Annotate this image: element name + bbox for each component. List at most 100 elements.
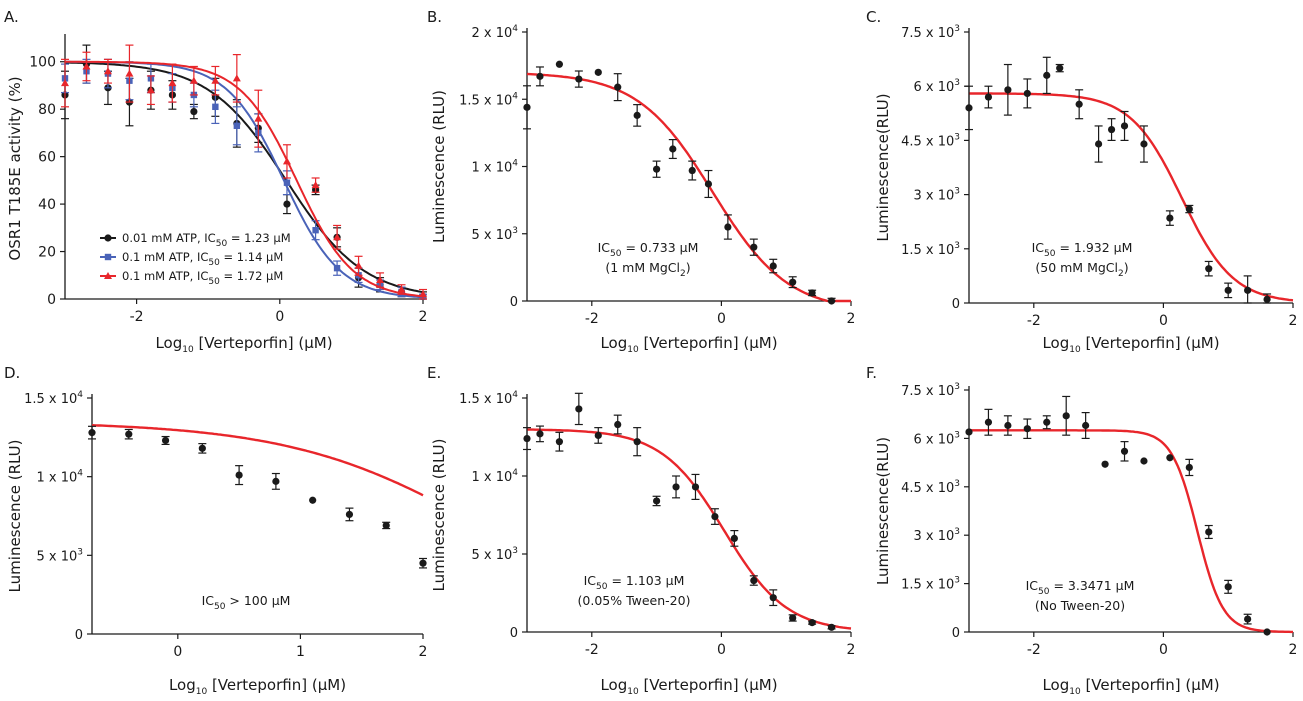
x-axis-title-main: Log: [155, 334, 182, 352]
x-tick-label: -2: [1027, 313, 1041, 329]
legend-label-sub: 50: [208, 258, 220, 268]
y-tick-label: 40: [38, 197, 56, 213]
data-point: [1043, 71, 1051, 79]
x-axis-title-sub: 10: [627, 687, 639, 697]
data-point: [827, 623, 836, 631]
data-point: [536, 430, 544, 438]
x-axis-title-main: Log: [600, 676, 627, 694]
x-axis-title-main: Log: [1042, 676, 1069, 694]
y-tick-label: 1.5 x 103: [901, 241, 960, 258]
legend-marker: [104, 253, 112, 261]
x-tick-label: 2: [1289, 313, 1298, 329]
ic50-annotation: IC50 = 1.932 μM: [1032, 240, 1133, 259]
y-tick-label-main: 1.5 x 10: [901, 578, 954, 593]
data-point: [523, 434, 531, 443]
y-tick-label-sup: 4: [512, 24, 518, 34]
data-point: [653, 165, 661, 173]
y-tick-label: 6 x 103: [913, 78, 960, 95]
y-tick-label: 80: [38, 102, 56, 118]
data-point: [750, 576, 758, 585]
x-axis-title-sub: 10: [1069, 687, 1081, 697]
data-point: [419, 290, 427, 298]
y-tick-label-main: 0: [510, 295, 518, 310]
ic50-annotation-sub: 50: [1044, 249, 1056, 259]
y-tick-label: 7.5 x 103: [901, 382, 960, 399]
y-tick-label: 2 x 104: [471, 24, 518, 41]
x-axis-title: Log10 [Verteporfin] (μM): [1042, 676, 1219, 697]
legend-label-main: 0.1 mM ATP, IC: [122, 269, 208, 283]
x-tick-label: 0: [1159, 642, 1168, 658]
y-tick-label-sup: 3: [954, 430, 960, 440]
x-axis-title-main: Log: [1042, 334, 1069, 352]
x-tick-label: -2: [130, 309, 144, 325]
data-point: [168, 79, 177, 87]
data-point: [730, 534, 738, 543]
ic50-annotation: IC50 > 100 μM: [202, 593, 291, 612]
y-tick-label-main: 1 x 10: [471, 470, 512, 485]
data-point: [345, 510, 354, 519]
fit-curve: [65, 60, 424, 298]
x-axis-title-sub: 10: [196, 687, 208, 697]
data-point: [161, 436, 170, 445]
y-tick-label-sup: 3: [954, 78, 960, 88]
data-point: [1140, 140, 1148, 148]
data-point: [711, 512, 719, 521]
x-axis-title: Log10 [Verteporfin] (μM): [600, 334, 777, 355]
y-tick-label: 0: [75, 628, 83, 643]
ic50-annotation: (50 mM MgCl2): [1035, 260, 1128, 279]
y-tick-label-main: 0: [510, 626, 518, 641]
y-tick-label-sup: 4: [512, 468, 518, 478]
y-tick-label-sup: 4: [512, 159, 518, 169]
x-tick-label: 0: [717, 642, 726, 658]
ic50-annotation-rest: = 0.733 μM: [621, 240, 698, 255]
data-point: [88, 429, 96, 437]
data-point: [1043, 418, 1051, 426]
ic50-annotation-rest: = 1.932 μM: [1055, 240, 1132, 255]
x-tick-label: -2: [585, 311, 599, 327]
data-point: [198, 444, 206, 452]
data-point: [1004, 421, 1012, 430]
data-point: [1244, 286, 1252, 294]
data-point: [1004, 86, 1012, 94]
data-point: [669, 145, 677, 153]
data-point: [1023, 425, 1031, 433]
x-axis-title-rest: [Verteporfin] (μM): [639, 676, 778, 694]
legend-label-sub: 50: [216, 239, 228, 249]
data-point: [984, 418, 993, 426]
y-tick-label: 0: [510, 295, 518, 310]
data-point: [232, 74, 241, 82]
ic50-annotation-sub: 50: [610, 249, 622, 259]
data-point: [633, 438, 641, 446]
y-tick-label-sup: 4: [512, 390, 518, 400]
y-tick-label: 3 x 103: [913, 527, 960, 544]
data-point: [575, 75, 583, 83]
ic50-annotation-main: IC: [202, 593, 215, 608]
y-tick-label-main: 2 x 10: [471, 26, 512, 41]
ic50-annotation-main: IC: [598, 240, 611, 255]
x-axis-title: Log10 [Verteporfin] (μM): [600, 676, 777, 697]
data-point: [555, 60, 564, 68]
y-tick-label-main: 1 x 10: [36, 471, 77, 486]
y-tick-label-sup: 4: [512, 91, 518, 101]
data-point: [555, 438, 564, 446]
legend-marker: [104, 234, 112, 242]
y-tick-label-main: 3 x 10: [913, 189, 954, 204]
data-point: [103, 67, 112, 75]
x-tick-label: 2: [847, 311, 856, 327]
y-tick-label: 5 x 103: [471, 546, 518, 563]
ic50-annotation: (1 mM MgCl2): [605, 260, 690, 279]
y-tick-label-sup: 3: [954, 576, 960, 586]
y-tick-label: 4.5 x 103: [901, 479, 960, 496]
y-tick-label-sup: 4: [77, 469, 83, 479]
ic50-annotation-sub: 50: [1038, 587, 1050, 597]
legend-label-main: 0.01 mM ATP, IC: [122, 231, 216, 245]
y-tick-label: 4.5 x 103: [901, 132, 960, 149]
y-tick-label-main: 5 x 10: [471, 228, 512, 243]
ic50-annotation: (0.05% Tween-20): [578, 593, 691, 608]
data-point: [750, 243, 758, 251]
data-point: [1120, 447, 1129, 455]
data-point: [333, 264, 341, 272]
x-axis-title-rest: [Verteporfin] (μM): [194, 334, 333, 352]
